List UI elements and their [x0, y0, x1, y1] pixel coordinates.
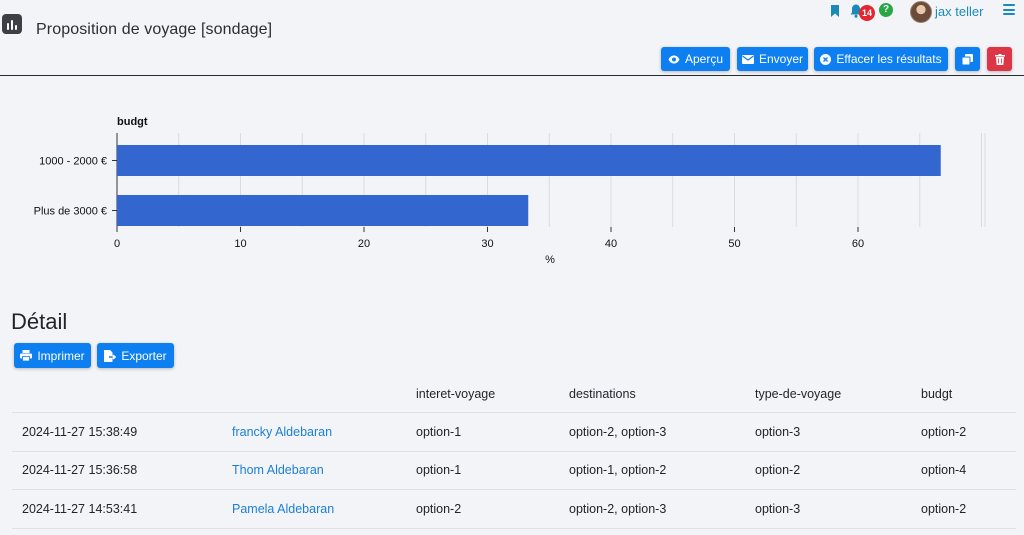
clear-results-label: Effacer les résultats: [836, 52, 942, 66]
table-cell: option-2, option-3: [569, 424, 667, 439]
clear-results-button[interactable]: Effacer les résultats: [814, 47, 948, 71]
table-cell: option-2: [921, 501, 967, 516]
column-header: budgt: [921, 386, 953, 401]
chart-bar: [117, 195, 529, 226]
row-timestamp: 2024-11-27 15:36:58: [22, 463, 138, 478]
table-cell: option-2: [921, 424, 967, 439]
respondent-link[interactable]: Thom Aldebaran: [232, 463, 324, 478]
notifications-button[interactable]: 14: [848, 2, 878, 22]
print-label: Imprimer: [37, 348, 85, 363]
table-row: 2024-11-27 15:38:49 francky Aldebaran op…: [12, 413, 1016, 452]
send-label: Envoyer: [758, 52, 804, 66]
table-header: interet-voyage destinations type-de-voya…: [12, 375, 1016, 413]
bar-chart-icon: [2, 14, 22, 34]
chart-tick-label: 50: [728, 238, 740, 250]
chart-tick-label: 0: [114, 238, 120, 250]
chart-bar: [117, 145, 941, 176]
eye-icon: [668, 55, 680, 63]
table-cell: option-1: [416, 424, 462, 439]
budget-bar-chart: budgt 1000 - 2000 € Plus de 3000 € 0 10 20 30…: [34, 116, 986, 266]
chart-x-axis-label: %: [545, 254, 555, 266]
send-button[interactable]: Envoyer: [737, 47, 808, 71]
notification-badge: 14: [859, 5, 875, 21]
column-header: interet-voyage: [416, 386, 496, 401]
table-cell: option-1: [416, 463, 462, 478]
chart-tick-label: 40: [605, 238, 617, 250]
detail-heading: Détail: [11, 309, 68, 334]
table-row: 2024-11-27 14:53:41 Pamela Aldebaran opt…: [12, 490, 1016, 529]
envelope-icon: [741, 54, 754, 64]
chart-tick-label: 60: [852, 238, 864, 250]
table-cell: option-2: [755, 463, 801, 478]
table-cell: option-2, option-3: [569, 501, 667, 516]
preview-button[interactable]: Aperçu: [661, 47, 730, 71]
page-title: Proposition de voyage [sondage]: [36, 21, 273, 38]
table-row: 2024-11-27 15:36:58 Thom Aldebaran optio…: [12, 452, 1016, 490]
column-header: destinations: [569, 386, 636, 401]
print-button[interactable]: Imprimer: [14, 343, 91, 368]
detail-table: interet-voyage destinations type-de-voya…: [12, 375, 1016, 529]
table-cell: option-1, option-2: [569, 463, 667, 478]
chart-tick-label: 10: [234, 238, 246, 250]
preview-label: Aperçu: [684, 52, 724, 66]
delete-button[interactable]: [987, 47, 1012, 71]
trash-icon: [994, 53, 1005, 65]
duplicate-button[interactable]: [955, 47, 980, 71]
chart-tick-label: 20: [358, 238, 370, 250]
printer-icon: [20, 350, 33, 361]
chart-category-label: Plus de 3000 €: [34, 206, 107, 218]
respondent-link[interactable]: francky Aldebaran: [232, 424, 333, 439]
avatar[interactable]: [910, 1, 932, 23]
export-label: Exporter: [121, 348, 167, 363]
chart-category-label: 1000 - 2000 €: [39, 156, 107, 168]
respondent-link[interactable]: Pamela Aldebaran: [232, 501, 335, 516]
column-header: type-de-voyage: [755, 386, 842, 401]
row-timestamp: 2024-11-27 15:38:49: [22, 424, 138, 439]
times-circle-icon: [820, 53, 832, 65]
row-timestamp: 2024-11-27 14:53:41: [22, 501, 138, 516]
table-cell: option-2: [416, 501, 462, 516]
user-name-link[interactable]: jax teller: [935, 4, 984, 19]
export-button[interactable]: Exporter: [97, 343, 174, 368]
menu-icon[interactable]: [1003, 4, 1015, 15]
header-divider: [0, 75, 1024, 76]
copy-icon: [962, 53, 973, 65]
bookmark-icon[interactable]: [830, 5, 840, 17]
help-icon[interactable]: ?: [879, 3, 893, 17]
table-cell: option-3: [755, 501, 801, 516]
file-export-icon: [104, 349, 117, 362]
chart-title: budgt: [117, 116, 148, 128]
bell-icon: [850, 4, 862, 18]
table-cell: option-3: [755, 424, 801, 439]
chart-tick-label: 30: [481, 238, 493, 250]
table-cell: option-4: [921, 463, 967, 478]
